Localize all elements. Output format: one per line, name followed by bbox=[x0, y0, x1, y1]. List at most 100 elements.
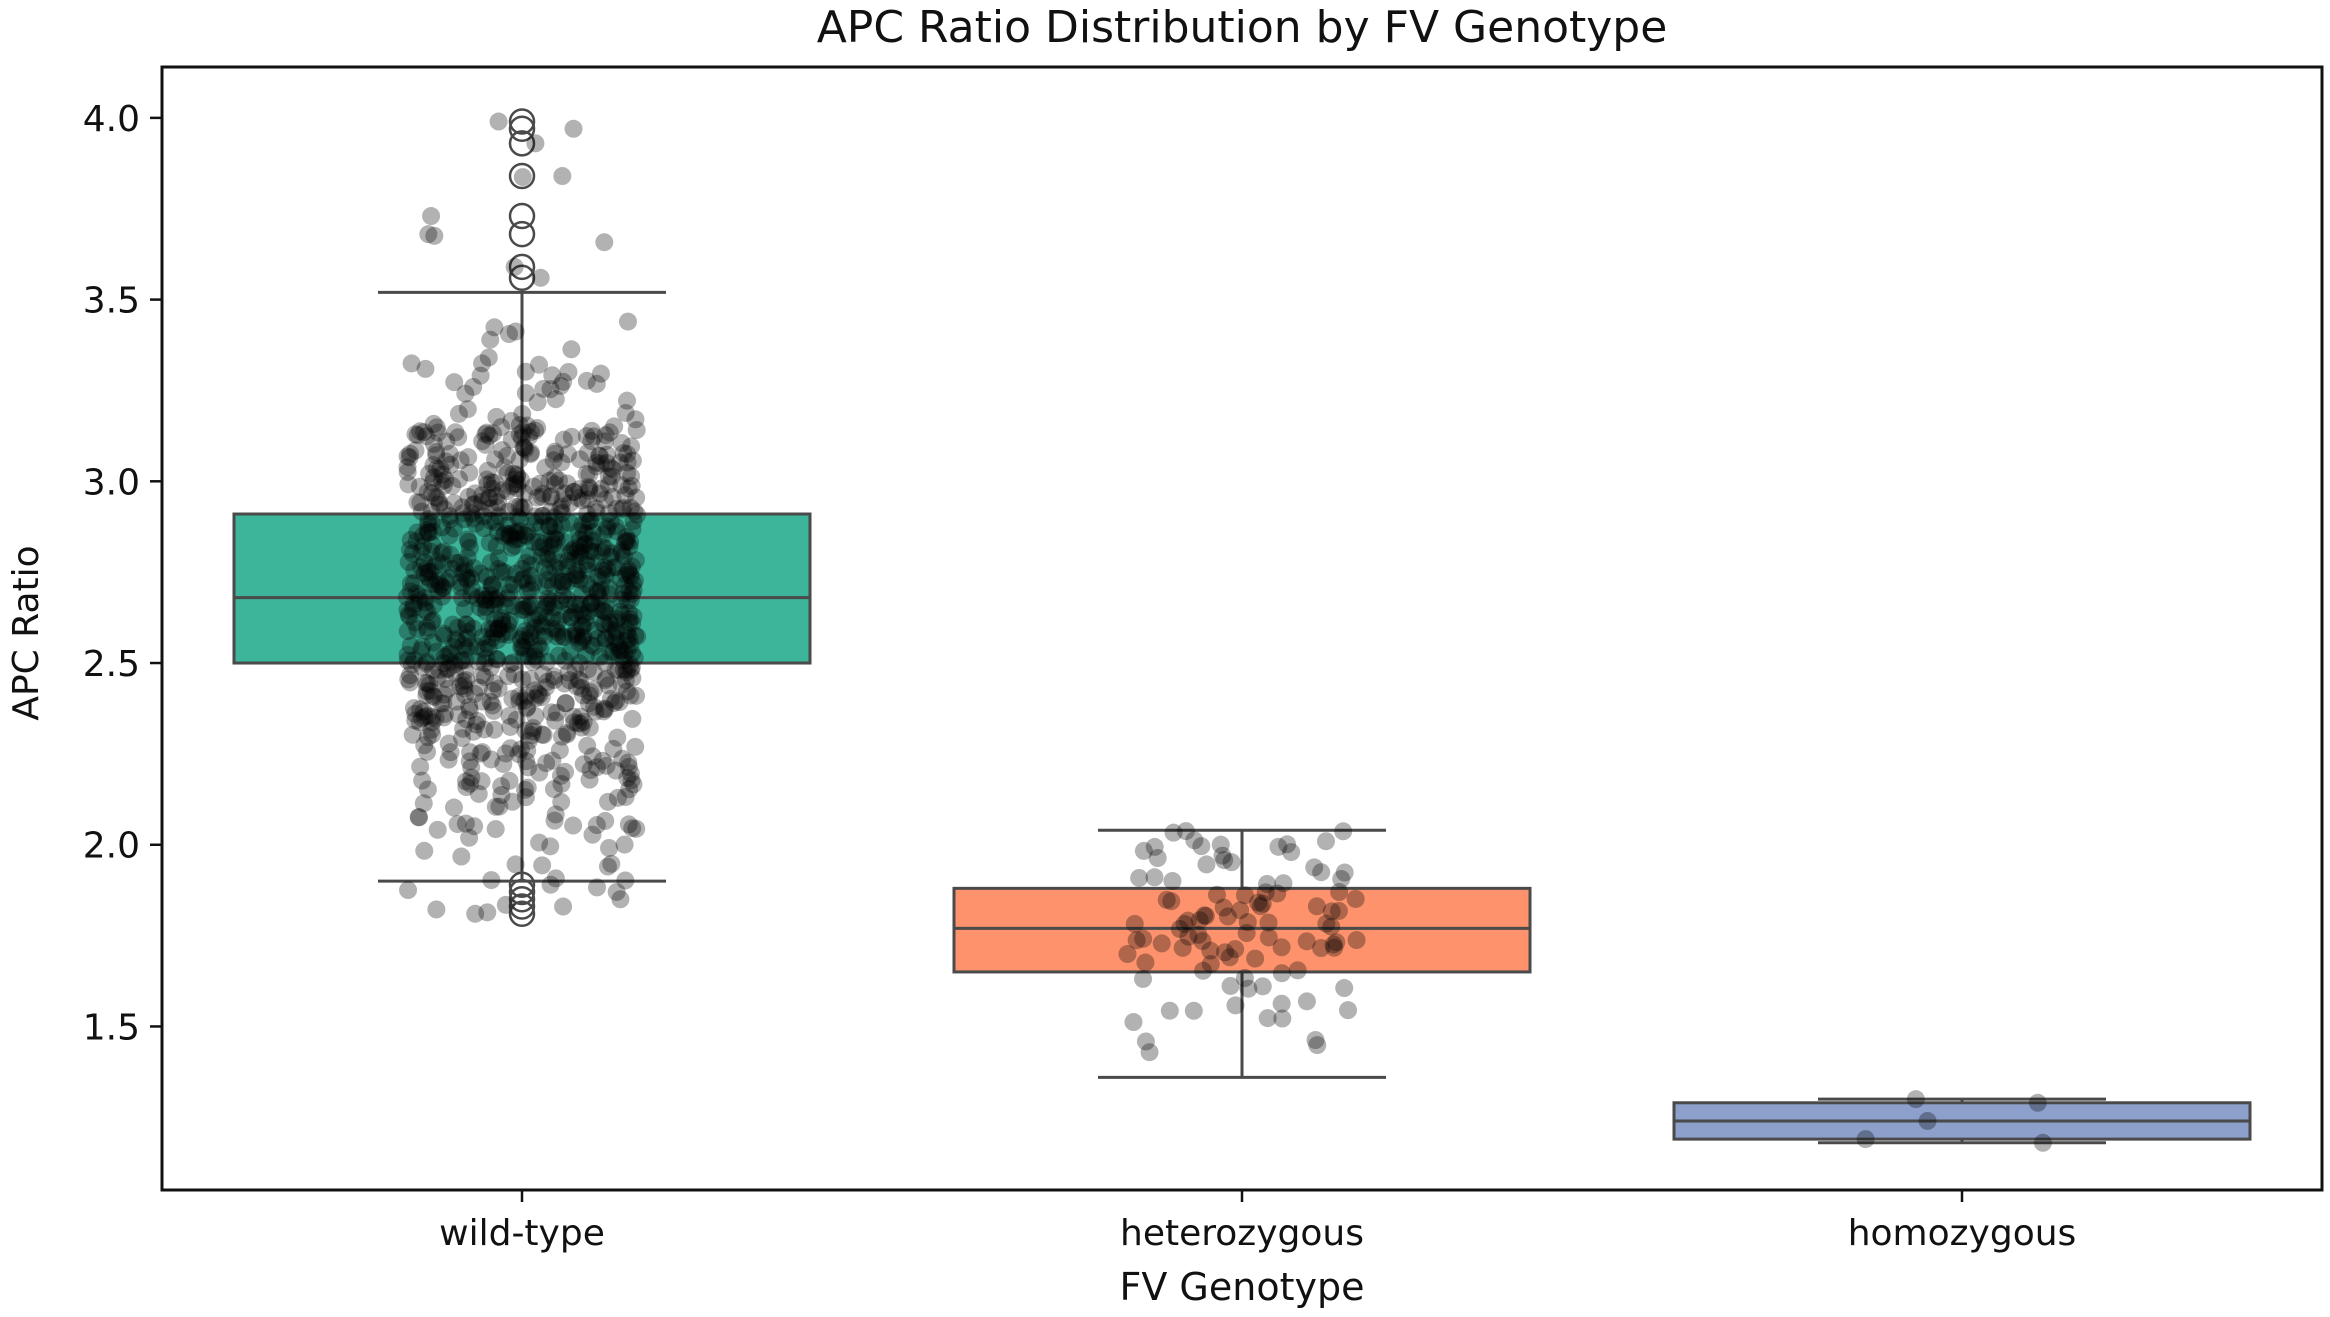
heterozygous-data-point bbox=[1213, 846, 1232, 865]
wild-type-data-point bbox=[571, 714, 590, 733]
wild-type-data-point bbox=[404, 699, 423, 718]
wild-type-data-point bbox=[536, 458, 555, 477]
wild-type-data-point bbox=[616, 871, 635, 890]
wild-type-data-point bbox=[618, 591, 637, 610]
wild-type-data-point bbox=[505, 257, 524, 276]
wild-type-outlier bbox=[508, 220, 536, 248]
wild-type-data-point bbox=[481, 511, 500, 530]
wild-type-data-point bbox=[579, 694, 598, 713]
wild-type-data-point bbox=[587, 553, 606, 572]
wild-type-data-point bbox=[607, 691, 626, 710]
wild-type-data-point bbox=[469, 784, 488, 803]
wild-type-data-point bbox=[534, 534, 553, 553]
wild-type-data-point bbox=[618, 453, 637, 472]
wild-type-data-point bbox=[573, 632, 592, 651]
wild-type-data-point bbox=[436, 572, 455, 591]
wild-type-data-point bbox=[502, 411, 521, 430]
heterozygous-data-point bbox=[1305, 858, 1324, 877]
wild-type-data-point bbox=[483, 628, 502, 647]
wild-type-data-point bbox=[486, 590, 505, 609]
y-tick-label: 3.0 bbox=[83, 462, 140, 503]
wild-type-data-point bbox=[572, 679, 591, 698]
wild-type-data-point bbox=[587, 457, 606, 476]
jitter-points-layer bbox=[397, 112, 2052, 1152]
wild-type-data-point bbox=[424, 596, 443, 615]
wild-type-data-point bbox=[436, 470, 455, 489]
wild-type-data-point bbox=[538, 571, 557, 590]
wild-type-data-point bbox=[593, 751, 612, 770]
wild-type-data-point bbox=[492, 418, 511, 437]
wild-type-data-point bbox=[401, 673, 420, 692]
wild-type-data-point bbox=[627, 686, 646, 705]
wild-type-data-point bbox=[424, 661, 443, 680]
wild-type-data-point bbox=[627, 488, 646, 507]
wild-type-data-point bbox=[516, 362, 535, 381]
wild-type-data-point bbox=[399, 553, 418, 572]
wild-type-data-point bbox=[583, 825, 602, 844]
wild-type-data-point bbox=[460, 463, 479, 482]
wild-type-data-point bbox=[560, 513, 579, 532]
wild-type-data-point bbox=[588, 629, 607, 648]
wild-type-data-point bbox=[526, 707, 545, 726]
wild-type-data-point bbox=[604, 739, 623, 758]
wild-type-data-point bbox=[577, 524, 596, 543]
wild-type-data-point bbox=[441, 743, 460, 762]
wild-type-data-point bbox=[557, 723, 576, 742]
wild-type-data-point bbox=[483, 696, 502, 715]
wild-type-data-point bbox=[415, 736, 434, 755]
heterozygous-data-point bbox=[1249, 893, 1268, 912]
wild-type-data-point bbox=[411, 700, 430, 719]
wild-type-data-point bbox=[580, 770, 599, 789]
wild-type-data-point bbox=[607, 622, 626, 641]
wild-type-data-point bbox=[460, 828, 479, 847]
wild-type-data-point bbox=[526, 689, 545, 708]
wild-type-data-point bbox=[570, 654, 589, 673]
wild-type-data-point bbox=[536, 576, 555, 595]
wild-type-data-point bbox=[489, 619, 508, 638]
wild-type-data-point bbox=[548, 627, 567, 646]
wild-type-data-point bbox=[455, 561, 474, 580]
wild-type-data-point bbox=[448, 815, 467, 834]
wild-type-data-point bbox=[464, 509, 483, 528]
wild-type-data-point bbox=[600, 613, 619, 632]
wild-type-data-point bbox=[464, 377, 483, 396]
wild-type-data-point bbox=[621, 565, 640, 584]
wild-type-data-point bbox=[540, 517, 559, 536]
wild-type-data-point bbox=[601, 642, 620, 661]
wild-type-data-point bbox=[618, 626, 637, 645]
wild-type-data-point bbox=[591, 479, 610, 498]
wild-type-data-point bbox=[419, 510, 438, 529]
wild-type-data-point bbox=[621, 686, 640, 705]
heterozygous-data-point bbox=[1306, 1031, 1325, 1050]
wild-type-data-point bbox=[538, 589, 557, 608]
wild-type-data-point bbox=[412, 542, 431, 561]
heterozygous-data-point bbox=[1226, 940, 1245, 959]
wild-type-data-point bbox=[485, 720, 504, 739]
heterozygous-data-point bbox=[1329, 901, 1348, 920]
wild-type-data-point bbox=[434, 708, 453, 727]
wild-type-data-point bbox=[596, 700, 615, 719]
heterozygous-data-point bbox=[1316, 832, 1335, 851]
wild-type-data-point bbox=[546, 444, 565, 463]
wild-type-data-point bbox=[543, 366, 562, 385]
wild-type-data-point bbox=[453, 498, 472, 517]
wild-type-data-point bbox=[604, 643, 623, 662]
wild-type-data-point bbox=[585, 680, 604, 699]
wild-type-data-point bbox=[485, 609, 504, 628]
wild-type-data-point bbox=[545, 529, 564, 548]
wild-type-data-point bbox=[583, 523, 602, 542]
wild-type-data-point bbox=[540, 517, 559, 536]
wild-type-data-point bbox=[522, 556, 541, 575]
heterozygous-data-point bbox=[1163, 872, 1182, 891]
wild-type-data-point bbox=[485, 623, 504, 642]
wild-type-data-point bbox=[417, 427, 436, 446]
wild-type-data-point bbox=[431, 576, 450, 595]
wild-type-data-point bbox=[535, 598, 554, 617]
wild-type-data-point bbox=[571, 547, 590, 566]
wild-type-data-point bbox=[504, 653, 523, 672]
heterozygous-data-point bbox=[1222, 853, 1241, 872]
wild-type-data-point bbox=[475, 720, 494, 739]
wild-type-data-point bbox=[446, 553, 465, 572]
wild-type-outlier bbox=[508, 264, 536, 292]
wild-type-data-point bbox=[616, 576, 635, 595]
